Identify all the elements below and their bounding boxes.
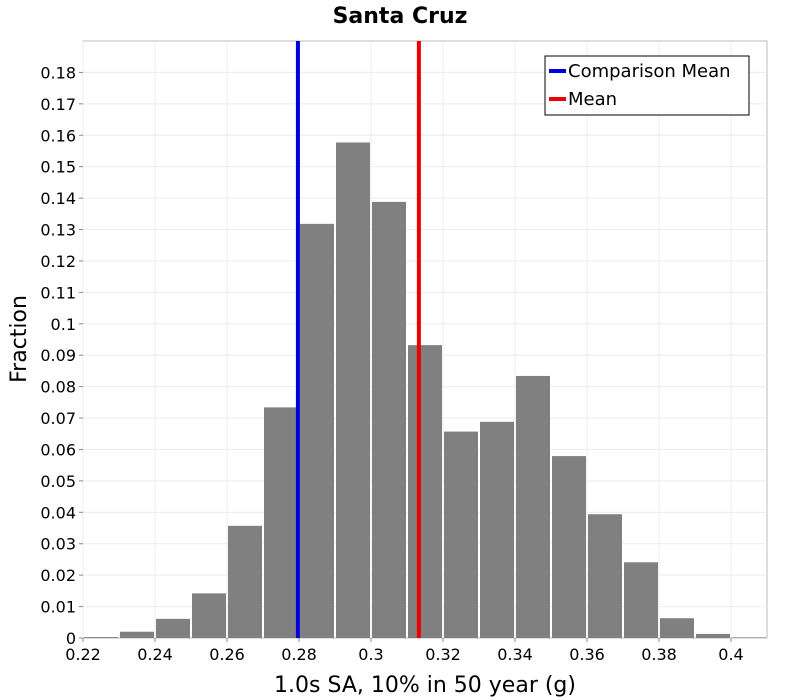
x-tick-label: 0.22 [65, 645, 101, 664]
histogram-bar [228, 525, 262, 638]
legend-label-mean: Mean [568, 89, 617, 110]
histogram-bar [696, 633, 730, 638]
histogram-bar [624, 562, 658, 638]
y-axis-ticks: 0 0.01 0.02 0.03 0.04 0.05 0.06 0.07 0.08 0.09 0.1… [40, 63, 83, 648]
x-tick-label: 0.36 [569, 645, 605, 664]
histogram-bar [192, 593, 226, 638]
x-axis-ticks: 0.22 0.24 0.26 0.28 0.3 0.32 0.34 0.36 0.38 0.4 [65, 638, 744, 664]
y-tick-label: 0.07 [40, 409, 76, 428]
histogram-bar [120, 631, 154, 638]
y-tick-label: 0.06 [40, 440, 76, 459]
y-tick-label: 0.04 [40, 503, 76, 522]
histogram-bar [84, 637, 118, 638]
histogram-bar [588, 514, 622, 638]
y-axis-title: Fraction [7, 295, 32, 383]
legend-box [544, 55, 750, 116]
x-tick-label: 0.32 [425, 645, 461, 664]
chart-title: Santa Cruz [333, 4, 468, 29]
y-tick-label: 0.01 [40, 598, 76, 617]
y-tick-label: 0.05 [40, 472, 76, 491]
x-axis-title: 1.0s SA, 10% in 50 year (g) [274, 673, 576, 698]
x-tick-label: 0.26 [209, 645, 245, 664]
x-tick-label: 0.28 [281, 645, 317, 664]
x-tick-label: 0.34 [497, 645, 533, 664]
x-tick-label: 0.3 [358, 645, 383, 664]
mean-lines [295, 41, 421, 638]
histogram-bar [660, 618, 694, 638]
histogram-bar [300, 223, 334, 638]
y-tick-label: 0.17 [40, 95, 76, 114]
y-tick-label: 0.03 [40, 535, 76, 554]
histogram-bar [264, 407, 298, 638]
histogram-bar [372, 201, 406, 638]
histogram-bar [336, 142, 370, 639]
x-tick-label: 0.38 [641, 645, 677, 664]
y-tick-label: 0.08 [40, 378, 76, 397]
y-tick-label: 0 [66, 629, 76, 648]
histogram-bar [516, 375, 550, 638]
y-tick-label: 0.02 [40, 566, 76, 585]
y-tick-label: 0.11 [40, 283, 76, 302]
y-tick-label: 0.13 [40, 221, 76, 240]
histogram-bar [552, 456, 586, 638]
histogram-bar [408, 345, 442, 638]
histogram-bar [732, 637, 766, 638]
y-tick-label: 0.16 [40, 126, 76, 145]
y-tick-label: 0.09 [40, 346, 76, 365]
y-tick-label: 0.18 [40, 63, 76, 82]
x-tick-label: 0.24 [137, 645, 173, 664]
y-tick-label: 0.15 [40, 158, 76, 177]
histogram-bar [444, 431, 478, 638]
legend-label-comparison-mean: Comparison Mean [568, 61, 731, 82]
y-tick-label: 0.1 [51, 315, 76, 334]
y-tick-label: 0.14 [40, 189, 76, 208]
legend: Comparison Mean Mean [544, 55, 750, 116]
histogram-bar [156, 618, 190, 638]
y-tick-label: 0.12 [40, 252, 76, 271]
histogram-bar [480, 421, 514, 638]
x-tick-label: 0.4 [718, 645, 743, 664]
histogram-bars [84, 142, 766, 639]
